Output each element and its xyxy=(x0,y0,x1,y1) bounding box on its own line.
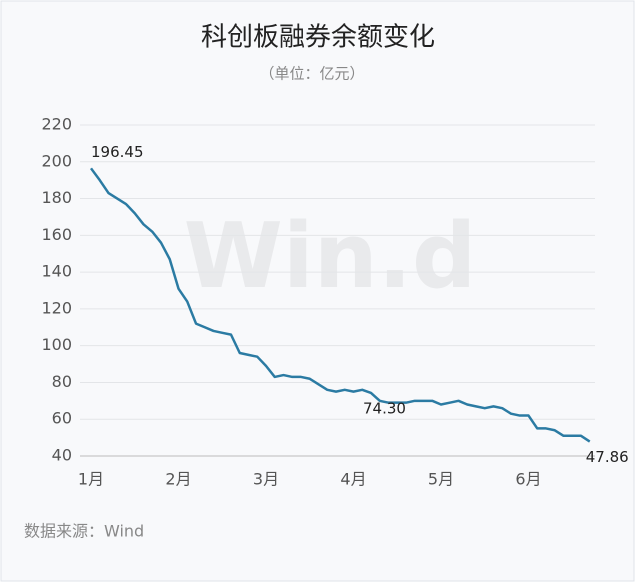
x-tick-label: 3月 xyxy=(253,470,279,489)
source: 数据来源：Wind xyxy=(24,522,144,541)
data-label: 74.30 xyxy=(363,399,406,417)
y-tick-label: 60 xyxy=(52,409,72,428)
line xyxy=(89,167,591,443)
y-tick-label: 140 xyxy=(41,262,72,281)
y-tick-label: 100 xyxy=(41,335,72,354)
x-tick-label: 1月 xyxy=(78,470,104,489)
chart-title: 科创板融券余额变化 xyxy=(201,23,435,53)
data-label: 47.86 xyxy=(586,448,629,466)
watermark: Win.d xyxy=(184,204,477,309)
x-tick-label: 5月 xyxy=(428,470,454,489)
x-tick-label: 6月 xyxy=(515,470,541,489)
x-tick-label: 4月 xyxy=(340,470,366,489)
y-tick-label: 80 xyxy=(52,372,72,391)
chart-subtitle: （单位：亿元） xyxy=(259,65,364,83)
y-tick-label: 220 xyxy=(41,115,72,134)
y-tick-label: 120 xyxy=(41,298,72,317)
y-tick-label: 180 xyxy=(41,188,72,207)
y-tick-label: 160 xyxy=(41,225,72,244)
x-tick-label: 2月 xyxy=(165,470,191,489)
y-tick-label: 200 xyxy=(41,151,72,170)
y-tick-label: 40 xyxy=(52,446,72,465)
data-label: 196.45 xyxy=(91,143,144,161)
